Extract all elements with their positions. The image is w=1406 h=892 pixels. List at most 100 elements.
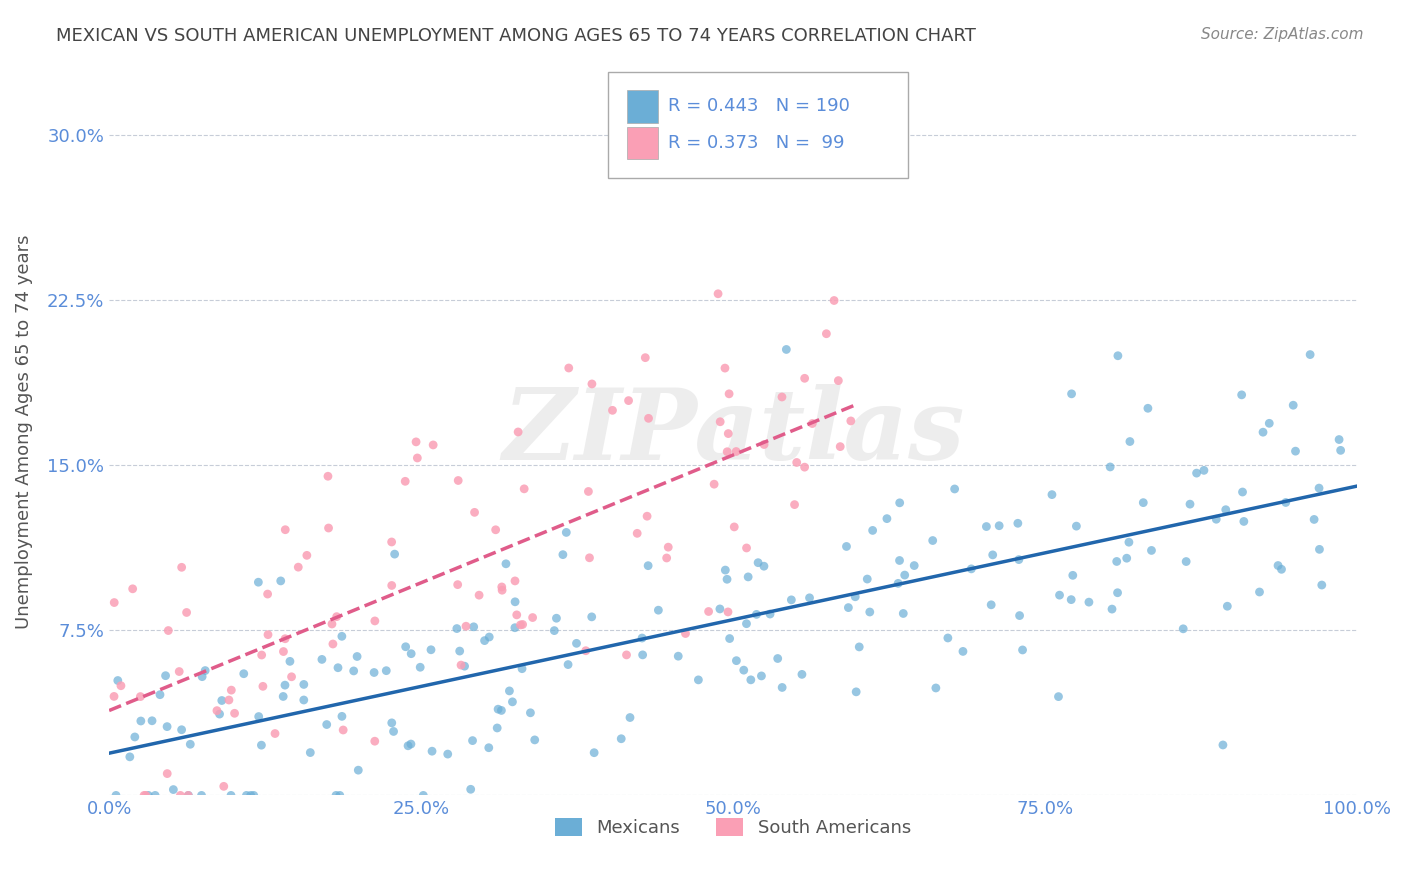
Point — [1274, 495, 1296, 509]
Point — [981, 548, 1004, 562]
Point — [170, 560, 193, 574]
Point — [751, 669, 773, 683]
Point — [474, 633, 496, 648]
Point — [292, 693, 315, 707]
Point — [889, 553, 911, 567]
Point — [716, 444, 738, 458]
Point — [783, 498, 806, 512]
Point — [960, 562, 983, 576]
Point — [449, 644, 471, 658]
Point — [177, 789, 200, 803]
Point — [235, 789, 257, 803]
Point — [491, 583, 513, 598]
Point — [1185, 466, 1208, 480]
Point — [647, 603, 669, 617]
Point — [503, 595, 526, 609]
Point — [626, 526, 648, 541]
Point — [546, 611, 568, 625]
Point — [486, 721, 509, 735]
Point — [239, 789, 262, 803]
Point — [1140, 543, 1163, 558]
Point — [780, 592, 803, 607]
Point — [118, 749, 141, 764]
Point — [845, 685, 868, 699]
Point — [837, 600, 859, 615]
Point — [557, 657, 579, 672]
Point — [503, 574, 526, 588]
Point — [1101, 602, 1123, 616]
Point — [565, 636, 588, 650]
Point — [725, 444, 748, 458]
Point — [446, 622, 468, 636]
Point — [1249, 585, 1271, 599]
Point — [759, 607, 782, 621]
Point — [1008, 552, 1031, 566]
Point — [381, 578, 404, 592]
Point — [815, 326, 838, 341]
Point — [264, 726, 287, 740]
Point — [129, 690, 152, 704]
Point — [503, 621, 526, 635]
Point — [707, 286, 730, 301]
Point — [830, 440, 852, 454]
Point — [274, 632, 297, 646]
Point — [250, 738, 273, 752]
Point — [631, 648, 654, 662]
Point — [752, 559, 775, 574]
Point — [405, 434, 427, 449]
Point — [988, 518, 1011, 533]
Text: MEXICAN VS SOUTH AMERICAN UNEMPLOYMENT AMONG AGES 65 TO 74 YEARS CORRELATION CHA: MEXICAN VS SOUTH AMERICAN UNEMPLOYMENT A… — [56, 27, 976, 45]
Point — [103, 690, 125, 704]
Point — [1060, 387, 1083, 401]
Point — [315, 717, 337, 731]
Point — [1136, 401, 1159, 416]
Point — [952, 644, 974, 658]
Point — [936, 631, 959, 645]
Point — [793, 371, 815, 385]
Point — [1047, 690, 1070, 704]
Point — [498, 684, 520, 698]
Point — [747, 556, 769, 570]
Point — [1267, 558, 1289, 573]
Point — [793, 460, 815, 475]
Point — [512, 617, 534, 632]
Point — [862, 524, 884, 538]
Point — [382, 724, 405, 739]
Point — [491, 580, 513, 594]
Point — [1192, 463, 1215, 477]
Y-axis label: Unemployment Among Ages 65 to 74 years: Unemployment Among Ages 65 to 74 years — [15, 235, 32, 629]
Point — [666, 649, 689, 664]
Point — [775, 343, 797, 357]
Point — [980, 598, 1002, 612]
Point — [491, 703, 513, 717]
Point — [543, 624, 565, 638]
Point — [709, 602, 731, 616]
Point — [292, 677, 315, 691]
Point — [887, 576, 910, 591]
Point — [610, 731, 633, 746]
Point — [1105, 554, 1128, 568]
Point — [709, 415, 731, 429]
Point — [322, 637, 344, 651]
Point — [105, 789, 128, 803]
Point — [177, 789, 200, 803]
Point — [717, 605, 740, 619]
Point — [1099, 459, 1122, 474]
Point — [655, 551, 678, 566]
Point — [752, 437, 775, 451]
Point — [1232, 485, 1254, 500]
Point — [636, 509, 658, 524]
Point — [733, 663, 755, 677]
Point — [903, 558, 925, 573]
Point — [637, 558, 659, 573]
Point — [447, 577, 470, 591]
Point — [486, 702, 509, 716]
Point — [551, 548, 574, 562]
Point — [132, 789, 155, 803]
Point — [412, 789, 434, 803]
Point — [1040, 488, 1063, 502]
Point — [321, 617, 343, 632]
Point — [381, 535, 404, 549]
Point — [256, 587, 278, 601]
Point — [1258, 417, 1281, 431]
